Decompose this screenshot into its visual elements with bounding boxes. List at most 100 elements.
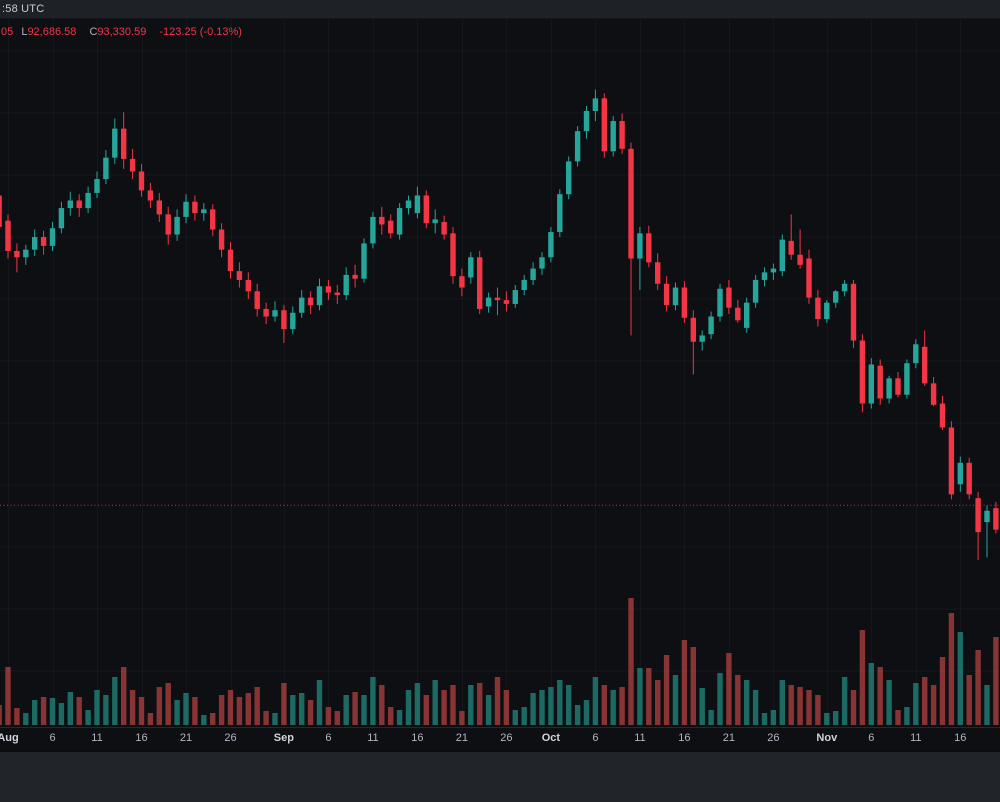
candle-body [5,220,11,251]
volume-bar [76,697,82,725]
volume-bar [450,685,456,725]
candle-body [441,221,447,235]
volume-bar [895,710,901,725]
volume-bar [218,695,225,725]
candle-body [147,190,154,201]
candle-body [788,240,794,255]
candle-body [379,216,385,225]
volume-bar [263,711,269,725]
volume-bar [717,673,723,725]
time-axis-label: 6 [868,732,874,744]
ohlc-legend[interactable]: 05 L92,686.58 C93,330.59 -123.25 (-0.13%… [1,26,247,38]
candle-body [681,287,688,318]
legend-change: -123.25 (-0.13%) [159,26,242,38]
candle-body [156,200,162,215]
time-axis-label: 11 [367,732,378,744]
candle-body [85,192,91,209]
time-axis-label: 11 [910,732,921,744]
time-axis-label: 26 [767,732,779,744]
volume-bar [663,655,670,725]
time-axis-label: Nov [816,732,838,744]
candle-body [432,219,438,224]
candle-body [343,274,349,296]
candle-body [325,286,332,293]
candle-body [94,179,100,193]
candle-body [930,383,937,405]
candle-body [138,171,145,191]
candle-body [566,161,572,195]
volume-bar [147,713,154,725]
volume-bar [414,683,421,725]
candle-body [806,258,812,298]
candle-body [815,297,821,320]
candle-body [726,287,732,308]
candle-body [859,340,866,404]
volume-bar [530,693,536,725]
volume-bar [646,668,652,725]
volume-bar [512,710,518,725]
candle-body [121,128,127,159]
volume-bar [806,690,812,725]
candle-body [690,317,696,342]
volume-bar [121,667,127,725]
candle-body [192,201,198,214]
time-axis-label: 11 [634,732,645,744]
volume-bar [49,698,56,725]
volume-bar [833,711,839,725]
candles [0,89,999,560]
volume-bar [592,677,599,725]
candle-body [797,254,803,265]
candle-body [281,310,287,330]
candle-body [129,158,136,172]
candle-body [263,308,269,317]
candle-wick [799,229,801,269]
volume-bar [610,690,616,725]
time-axis[interactable]: Aug 6 11 16 21 26 Sep 6 11 16 21 26 Oct 6 11 16 21 26 Nov 6… [0,727,1000,745]
candle-body [877,365,883,399]
time-axis-label: Sep [274,732,294,744]
candle-wick [16,243,18,273]
volume-bar [770,710,777,725]
volume-bar [441,690,447,725]
volume-bar [272,713,278,725]
volume-bar [23,713,29,725]
candle-body [58,208,65,229]
volume-bar [405,690,412,725]
candle-body [307,297,314,306]
volume-bar [975,650,981,725]
time-axis-label: 26 [224,732,236,744]
candle-wick [986,505,988,558]
volume-bar [886,680,892,725]
volume-bar [690,647,696,725]
candle-body [512,290,518,304]
volume-bar [192,697,198,725]
volume-bar [325,707,332,725]
volume-bar [432,680,438,725]
volume-bar [859,630,866,725]
candle-body [770,268,777,273]
candle-body [468,257,474,278]
time-axis-label: 11 [91,732,102,744]
volume-bar [752,690,759,725]
volume-bar [557,680,563,725]
legend-fragment: 05 [1,26,14,38]
volume-bar [850,690,857,725]
volume-bar [485,695,492,725]
candle-body [218,229,225,250]
candle-body [272,310,278,317]
candle-body [610,121,616,152]
candle-body [939,403,946,428]
volume-bar [396,710,403,725]
volume-bar [112,677,118,725]
volume-bar [521,707,527,725]
candle-wick [790,214,792,260]
candle-body [699,335,705,342]
volume-bar [539,690,545,725]
utc-clock: :58 UTC [2,3,45,15]
candle-body [14,250,20,258]
volume-bar [94,690,100,725]
candle-body [459,276,465,288]
volume-bar [868,663,874,725]
volume-bar [779,680,785,725]
